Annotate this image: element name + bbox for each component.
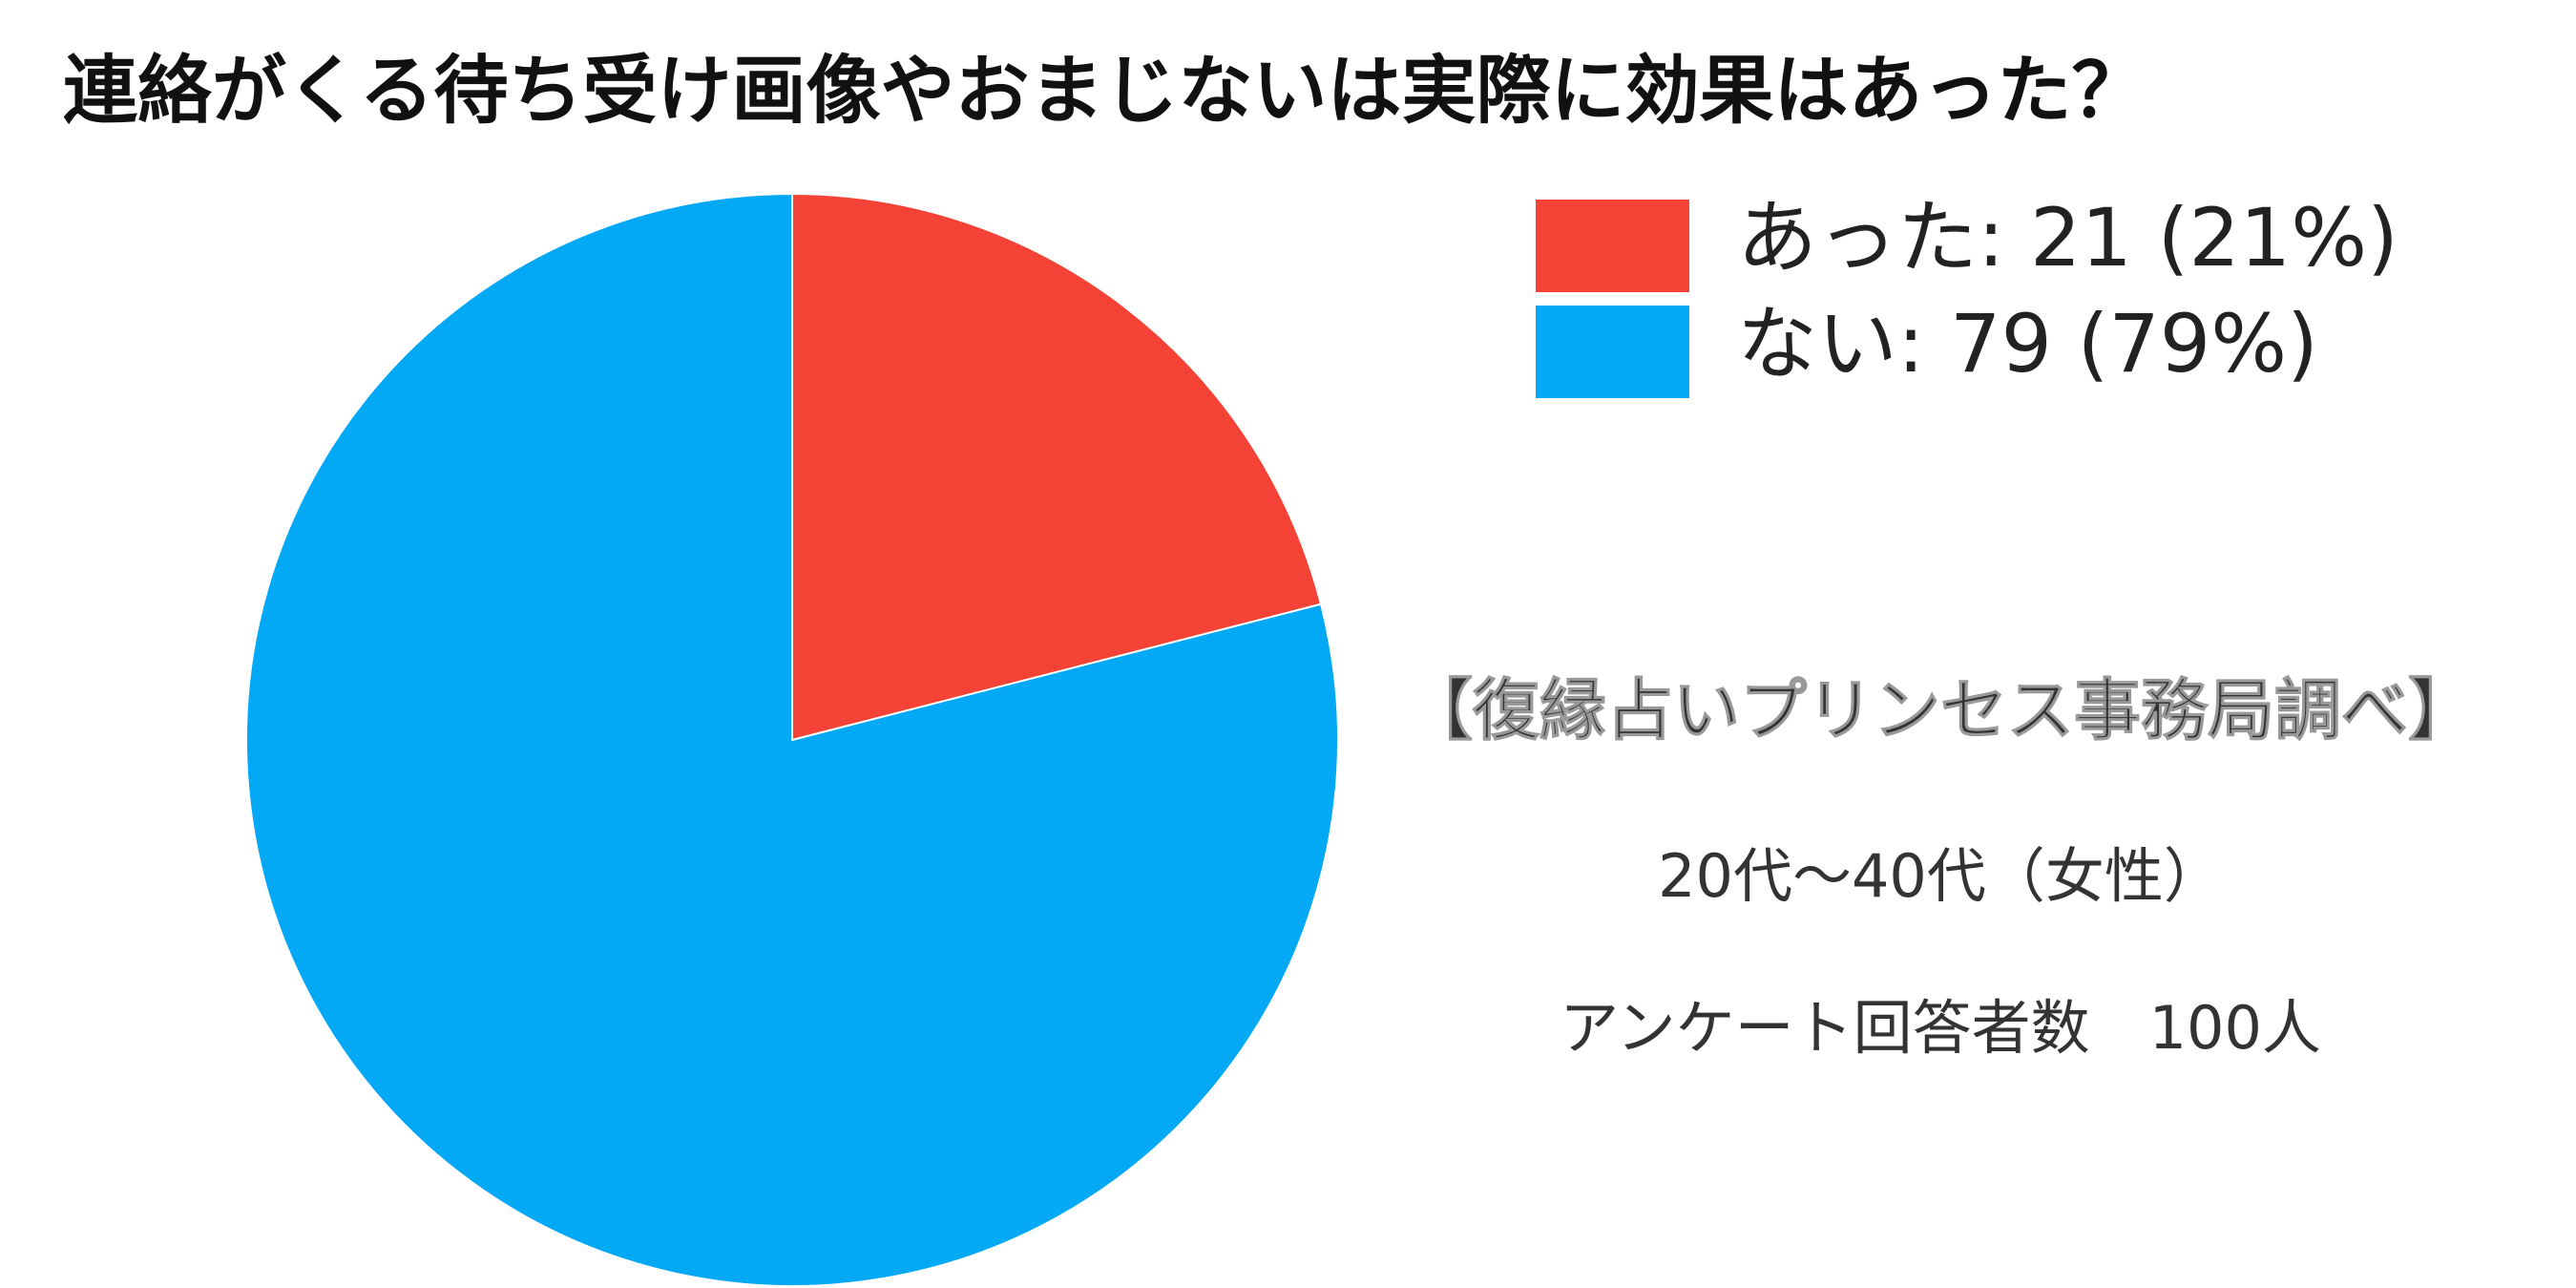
legend-label: あった: 21 (21%) [1737,191,2398,285]
annotation: 20代〜40代（女性） [1658,841,2223,911]
annotation: 【復縁占いプリンセス事務局調べ】 [1406,671,2475,750]
legend-label: ない: 79 (79%) [1737,297,2318,391]
pie-slice [245,192,1339,1287]
chart-title: 連絡がくる待ち受け画像やおまじないは実際に効果はあった？ [63,48,2146,134]
legend-swatch [1536,306,1689,398]
annotation: アンケート回答者数 100人 [1560,993,2321,1063]
pie-slice [791,192,1323,742]
legend-swatch [1536,200,1689,292]
